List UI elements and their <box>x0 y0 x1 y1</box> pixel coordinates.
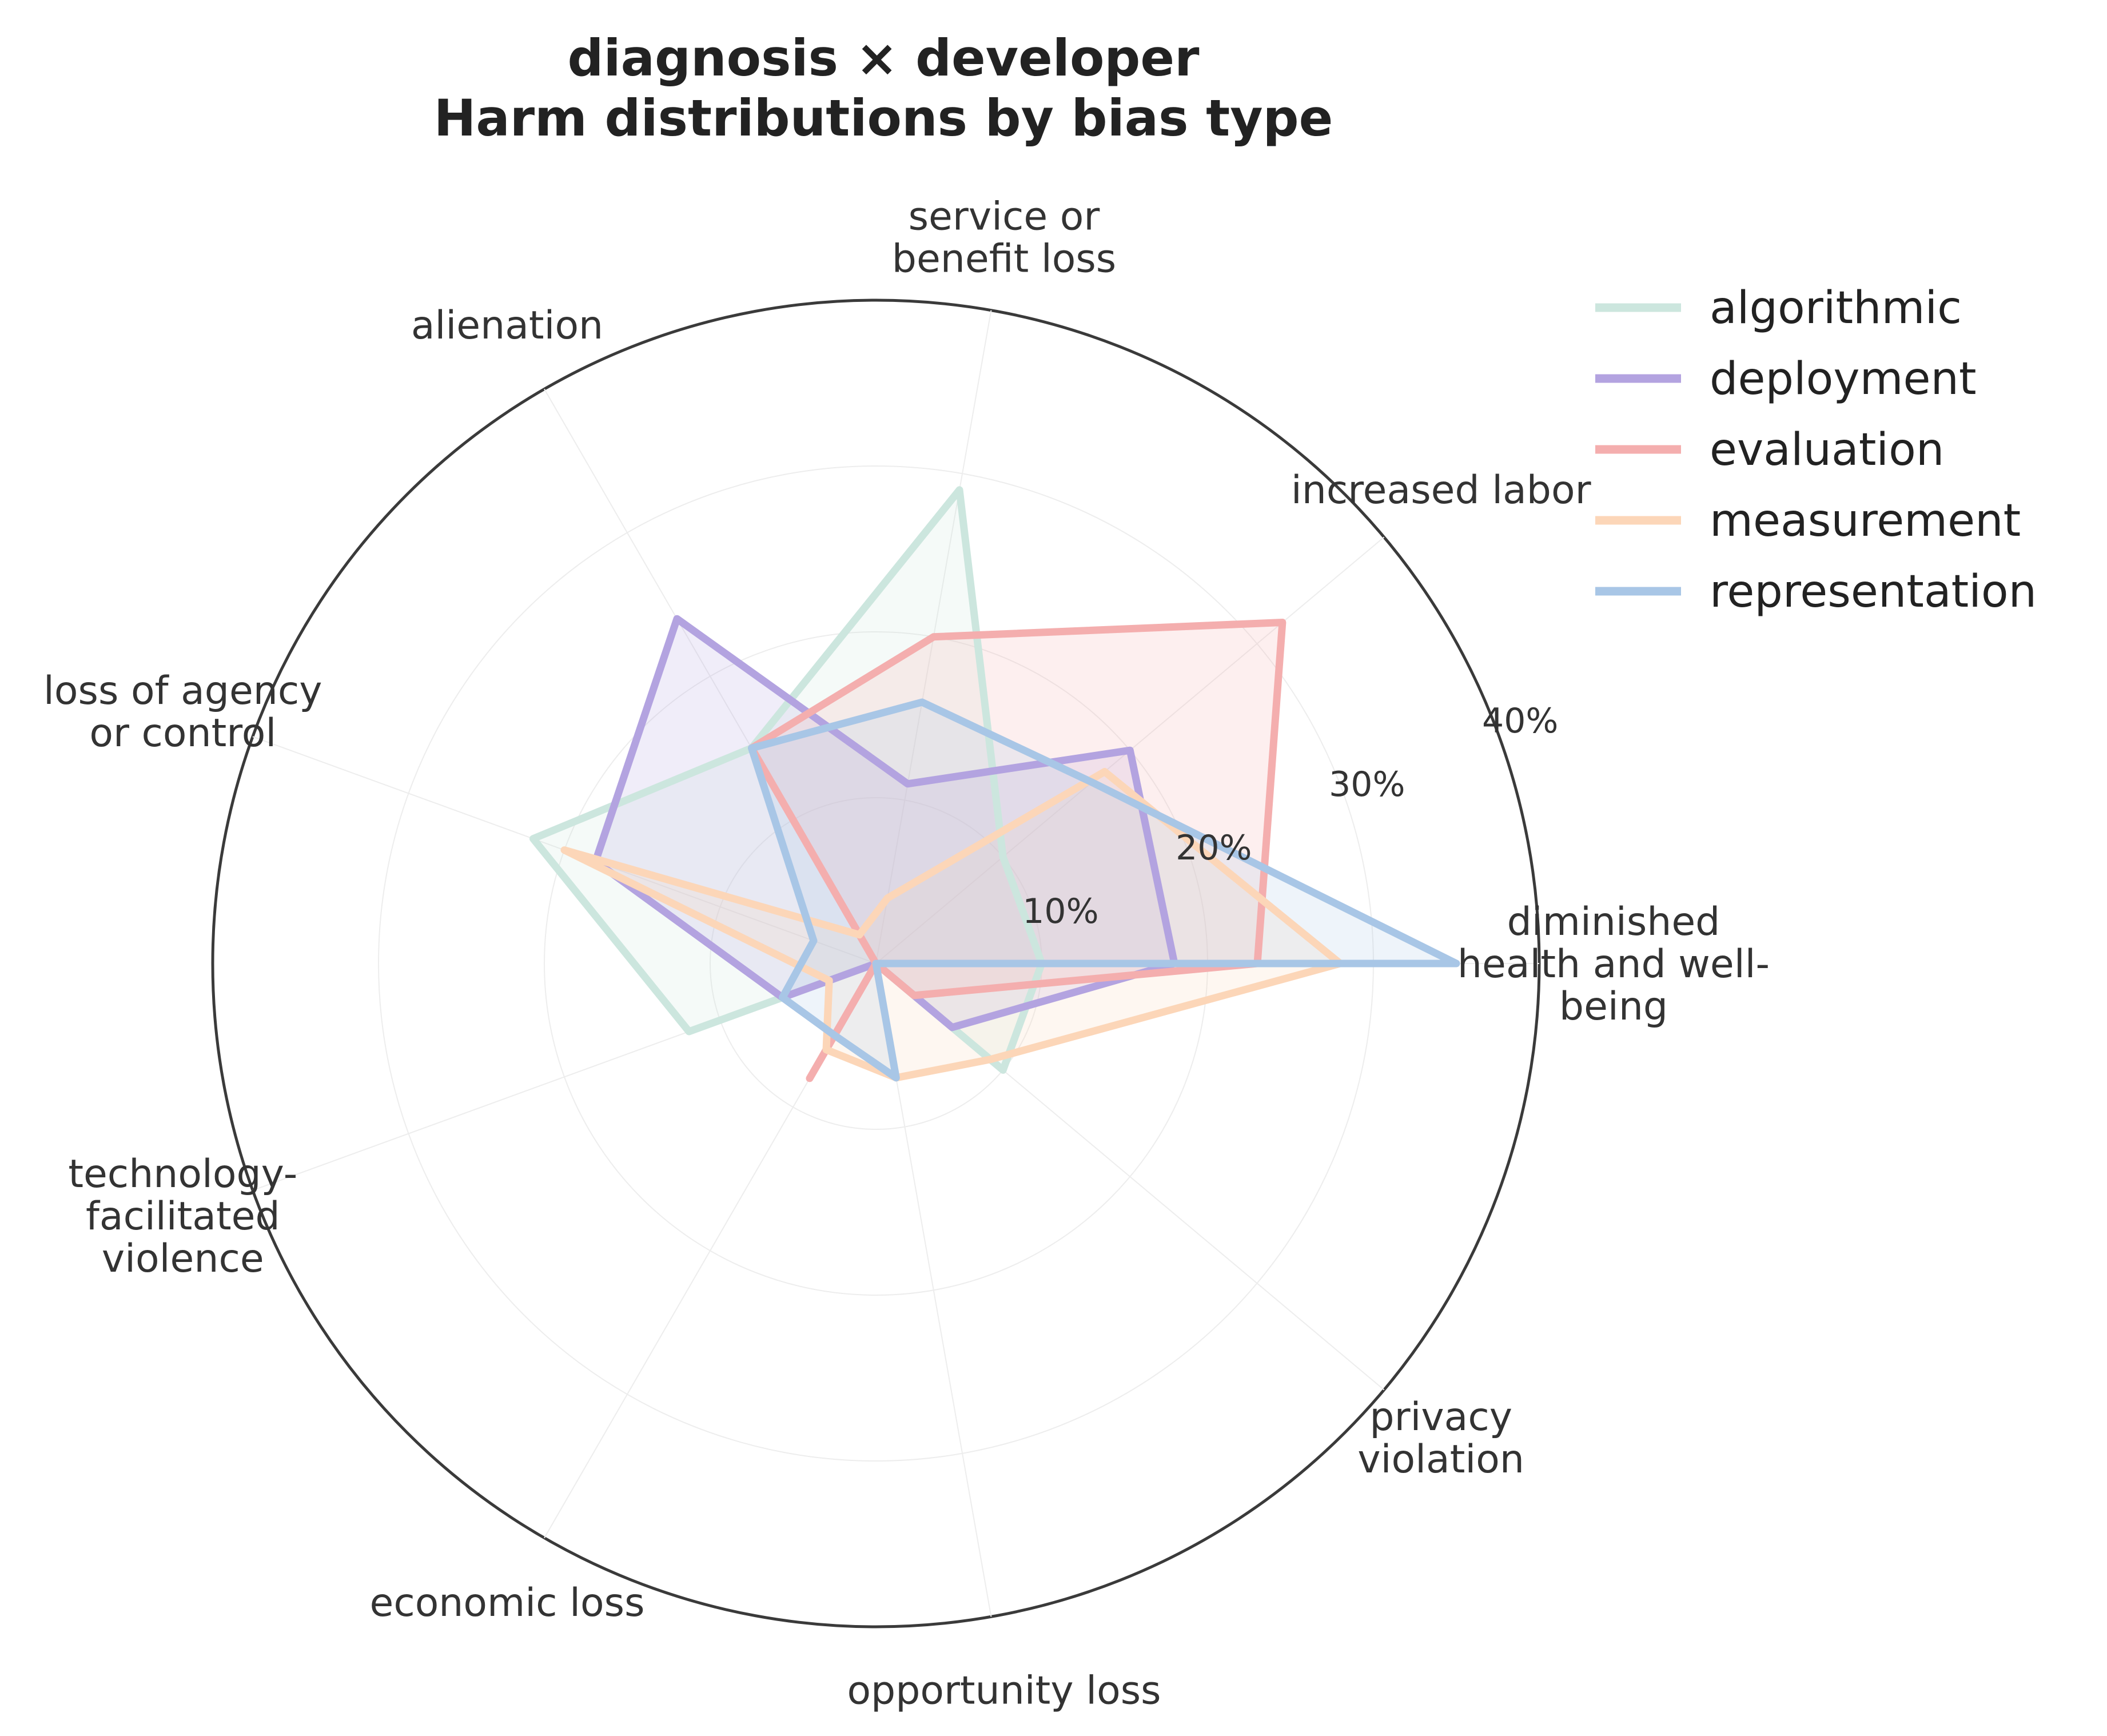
axis-label-2-line-0: service or <box>909 194 1100 240</box>
tick-label-20: 20% <box>1176 828 1252 868</box>
axis-label-6: economic loss <box>369 1580 644 1626</box>
series-line-representation <box>748 698 1460 1082</box>
legend: algorithmic deployment evaluation measureme… <box>1595 282 2037 618</box>
axis-label-1-line-0: increased labor <box>1291 468 1591 513</box>
axis-label-4-line-1: or control <box>89 711 276 756</box>
axis-label-2: service or benefit loss <box>892 194 1116 282</box>
chart-title-line-0: diagnosis × developer <box>568 29 1200 87</box>
series-polygons <box>529 486 1460 1082</box>
legend-label-evaluation: evaluation <box>1710 424 1944 476</box>
axis-label-6-line-0: economic loss <box>369 1580 644 1626</box>
axis-label-4: loss of agency or control <box>43 668 322 756</box>
tick-label-30: 30% <box>1329 765 1405 805</box>
axis-label-5: technology-facilitated violence <box>68 1152 297 1281</box>
axis-label-0-line-0: diminished <box>1507 899 1720 945</box>
axis-labels: diminished health and well-being increased… <box>43 194 1770 1714</box>
series-fill-algorithmic <box>533 489 1042 1070</box>
axis-label-5-line-1: facilitated <box>86 1194 280 1239</box>
tick-label-40: 40% <box>1482 701 1558 741</box>
axis-label-2-line-1: benefit loss <box>892 237 1116 282</box>
axis-label-8-line-0: privacy <box>1369 1395 1512 1440</box>
axis-label-0-line-1: health and well- <box>1457 942 1770 987</box>
axis-label-3: alienation <box>411 303 603 348</box>
axis-label-1: increased labor <box>1291 468 1591 513</box>
axis-label-4-line-0: loss of agency <box>43 668 322 714</box>
axis-label-3-line-0: alienation <box>411 303 603 348</box>
axis-label-7: opportunity loss <box>847 1668 1161 1713</box>
series-line-measurement <box>560 768 1344 1082</box>
axis-label-5-line-2: violence <box>102 1236 264 1281</box>
series-fill-representation <box>751 702 1456 1078</box>
axis-label-8-line-1: violation <box>1357 1437 1524 1482</box>
series-fill-measurement <box>564 771 1340 1078</box>
tick-label-10: 10% <box>1022 891 1098 931</box>
axis-label-7-line-0: opportunity loss <box>847 1668 1161 1713</box>
axis-label-0-line-2: being <box>1559 984 1668 1029</box>
radial-tick-labels: 10% 20% 30% 40% <box>1022 701 1558 931</box>
axis-label-5-line-0: technology- <box>68 1152 297 1197</box>
axis-label-0: diminished health and well-being <box>1457 899 1770 1029</box>
legend-label-algorithmic: algorithmic <box>1710 282 1962 334</box>
legend-label-deployment: deployment <box>1710 353 1977 405</box>
legend-label-representation: representation <box>1710 566 2037 618</box>
axis-label-8: privacy violation <box>1357 1395 1524 1482</box>
legend-label-measurement: measurement <box>1710 495 2021 547</box>
chart-title-line-1: Harm distributions by bias type <box>434 89 1333 148</box>
